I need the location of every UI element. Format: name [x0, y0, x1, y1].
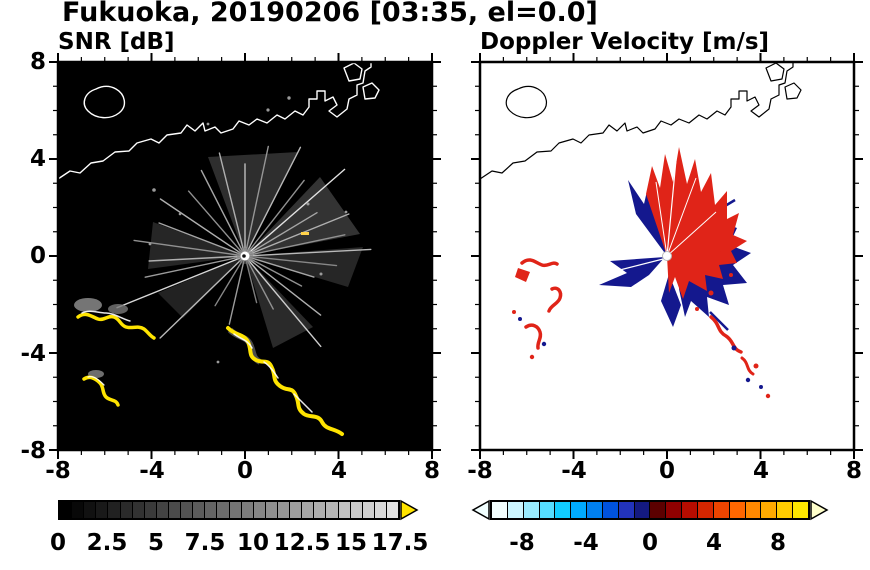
- x-tick-label: 8: [423, 458, 440, 484]
- positive-velocity-echoes: [646, 147, 747, 311]
- coastline: [479, 62, 802, 180]
- velocity-colorbar-tick-label: 4: [705, 530, 722, 556]
- velocity-colorbar-underflow-arrow: [471, 499, 490, 521]
- y-tick-label: -4: [20, 341, 46, 367]
- overflow-arrow-shape: [810, 499, 829, 521]
- snr-plot-svg: [49, 53, 441, 459]
- snr-colorbar-tick-label: 15: [334, 530, 367, 556]
- snr-colorbar-tick-label: 7.5: [184, 530, 226, 556]
- x-tick-label: 4: [752, 458, 769, 484]
- echo-beam-gaps: [603, 159, 717, 275]
- velocity-panel-title: Doppler Velocity [m/s]: [480, 29, 770, 55]
- y-tick-label: 0: [29, 243, 46, 269]
- figure-title: Fukuoka, 20190206 [03:35, el=0.0]: [62, 0, 598, 28]
- x-tick-label: 8: [845, 458, 862, 484]
- velocity-colorbar-tick-label: -8: [509, 530, 535, 556]
- snr-speckles: [148, 96, 348, 364]
- y-tick-label: 8: [29, 49, 46, 75]
- x-tick-label: 0: [658, 458, 675, 484]
- velocity-colorbar-tick-label: -4: [573, 530, 599, 556]
- radar-origin: [237, 248, 253, 264]
- x-tick-label: -8: [45, 458, 71, 484]
- snr-colorbar-tick-label: 10: [236, 530, 269, 556]
- y-tick-label: 4: [29, 146, 46, 172]
- velocity-colorbar-overflow-arrow: [810, 499, 829, 521]
- x-tick-label: -4: [561, 458, 587, 484]
- overflow-arrow-shape: [400, 499, 419, 521]
- snr-yellow-clutter: [76, 310, 344, 436]
- velocity-colorbar: [490, 500, 810, 520]
- snr-radial-beams: [116, 145, 372, 348]
- velocity-plot: [471, 53, 863, 459]
- snr-colorbar-tick-label: 12.5: [273, 530, 331, 556]
- snr-colorbar-tick-label: 0: [49, 530, 66, 556]
- velocity-colorbar-tick-label: 8: [769, 530, 786, 556]
- snr-panel-title: SNR [dB]: [58, 29, 175, 55]
- coastline: [57, 62, 380, 180]
- x-tick-label: -8: [467, 458, 493, 484]
- snr-colorbar: [58, 500, 400, 520]
- snr-colorbar-tick-label: 2.5: [86, 530, 128, 556]
- velocity-plot-svg: [471, 53, 863, 459]
- snr-colorbar-tick-label: 5: [147, 530, 164, 556]
- x-tick-label: 0: [236, 458, 253, 484]
- x-tick-label: -4: [139, 458, 165, 484]
- velocity-colorbar-tick-label: 0: [641, 530, 658, 556]
- underflow-arrow-shape: [471, 499, 490, 521]
- x-tick-label: 4: [330, 458, 347, 484]
- radar-origin: [662, 251, 672, 261]
- snr-plot: [49, 53, 441, 459]
- southeast-echo-tail: [709, 315, 771, 399]
- southwest-clutter-echoes: [512, 258, 563, 360]
- y-tick-label: -8: [20, 438, 46, 464]
- snr-colorbar-tick-label: 17.5: [371, 530, 429, 556]
- snr-colorbar-overflow-arrow: [400, 499, 419, 521]
